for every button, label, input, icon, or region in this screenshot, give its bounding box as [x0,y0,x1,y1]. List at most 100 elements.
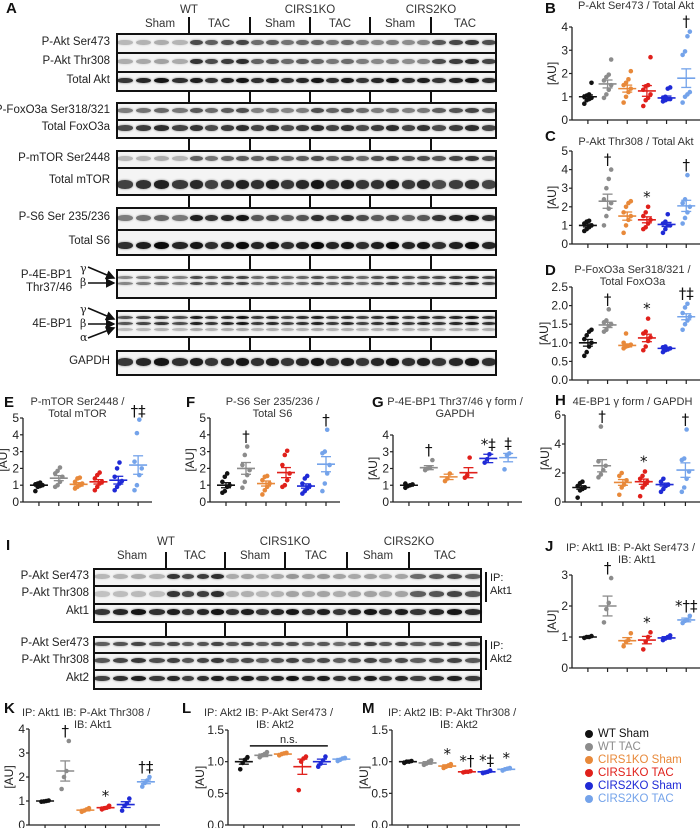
blot-band [465,675,481,682]
blot-band [172,214,188,222]
significance-marker: ‡ [504,434,512,452]
chart-title-k: IP: Akt1 IB: P-Akt Thr308 /IB: Akt1 [22,707,150,731]
blot-band [448,107,463,114]
legend-item: CIRS1KO TAC [585,767,674,779]
blot-band [235,125,249,131]
blot-band [371,39,385,46]
blot-band [190,58,204,65]
title-line: IB: Akt2 [440,719,478,731]
blot-i-header-tac: TAC [304,550,328,562]
data-point-wt-sham [589,327,594,333]
data-point-cirs2ko-tac [687,89,693,95]
blot-row-label: GAPDH [69,355,110,367]
blot-band [363,675,377,682]
y-tick-label: 2 [561,599,568,613]
blot-row-separator [118,167,495,169]
blot-band [135,327,152,331]
y-tick-label: 1.5 [371,723,388,737]
blot-band [256,609,269,615]
beta-form-label: β [80,276,87,289]
y-tick-label: 0 [199,495,206,509]
gamma-form-label: γ [80,303,87,316]
panel-label-l: L [182,700,192,717]
blot-band [205,282,219,286]
data-point-cirs1ko-sham [77,475,83,480]
data-point-cirs1ko-tac [282,482,288,488]
blot-band [172,39,188,46]
blot-band [235,358,249,366]
blot-row-label-p-4e-bp1: P-4E-BP1 Thr37/46 [21,269,72,295]
y-axis-label: [AU] [537,322,551,345]
blot-band [135,275,152,279]
y-tick-label: 0 [12,495,19,509]
blot-band [190,241,204,250]
blot-band [167,675,180,682]
data-point-wt-tac [598,472,604,477]
panel-label-h: H [555,392,566,409]
blot-band [311,316,324,320]
y-tick-label: 0 [554,495,561,509]
blot-band [481,77,496,84]
blot-band [448,322,463,326]
blot-band [371,327,385,331]
blot-band [386,275,400,279]
y-tick-label: 3 [561,568,568,582]
blot-band [167,657,180,664]
blot-a-header-wt: WT [180,4,198,16]
blot-band [448,155,463,162]
y-tick-label: 3 [12,445,19,459]
blot-row-separator [118,229,495,231]
blot-i-header-cirs2ko: CIRS2KO [383,536,435,548]
y-tick-label: 0 [382,495,389,509]
blot-band [281,58,294,65]
data-point-cirs2ko-tac [680,327,685,333]
blot-band [341,39,354,46]
blot-band [205,214,219,222]
data-point-wt-tac [604,318,609,323]
blot-band [211,657,224,664]
blot-band [205,77,219,84]
blot-band [446,657,463,664]
blot-band [281,322,294,326]
blot-band [112,591,129,597]
blot-band [416,322,430,326]
blot-band [481,214,496,222]
y-tick-label: 3 [561,181,568,195]
panel-label-g: G [372,394,384,411]
chart-e: 0 1 2 3 4 5 [AU] †‡ [0,402,152,509]
blot-band [379,609,393,615]
blot-band [235,107,249,114]
blot-band [481,39,496,46]
blot-band [446,609,463,615]
data-point-wt-tac [430,457,435,463]
blot-band [356,358,369,366]
blot-band [167,573,180,580]
blot-band [205,180,219,189]
blot-band [341,322,354,326]
blot-band [235,241,249,250]
blot-band [371,241,385,250]
blot-band [401,358,415,366]
blot-band [371,180,385,189]
blot-band [416,282,430,286]
blot-band [256,657,269,664]
blot-band [341,58,354,65]
blot-band [226,675,239,682]
data-point-cirs1ko-tac [637,493,643,499]
blot-band [432,39,447,46]
data-point-wt-tac [57,465,63,470]
blot-band [172,275,188,279]
blot-band [326,282,339,286]
data-point-cirs1ko-sham [262,487,268,493]
data-point-cirs1ko-tac [640,473,645,479]
data-point-cirs1ko-tac [643,344,648,349]
blot-band [317,573,331,580]
blot-band [432,282,447,286]
blot-band [416,214,430,222]
y-tick-label: 1.0 [207,755,224,769]
blot-band [481,275,496,279]
blot-band [371,275,385,279]
blot-band [386,316,400,320]
blot-band [117,77,133,84]
y-axis-label: [AU] [545,186,559,209]
